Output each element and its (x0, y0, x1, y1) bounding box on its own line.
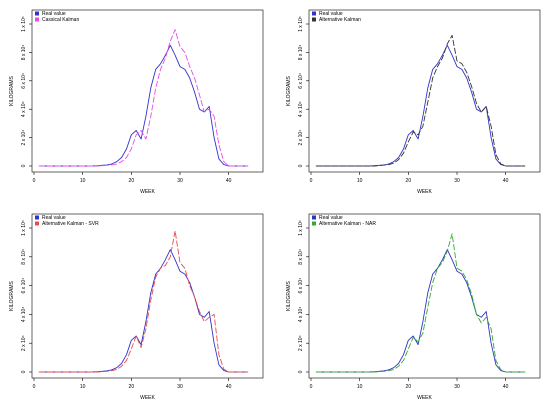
y-tick-label: 6 x 10⁴ (298, 278, 304, 294)
legend-label: Alternative Kalman (319, 17, 361, 23)
series-line-2 (38, 230, 249, 373)
x-tick-label: 30 (454, 384, 460, 390)
x-tick-label: 40 (503, 178, 509, 184)
series-line-2 (38, 29, 249, 167)
legend-swatch (35, 17, 39, 22)
x-tick-label: 0 (310, 178, 313, 184)
x-tick-label: 0 (33, 178, 36, 184)
x-tick-label: 20 (406, 384, 412, 390)
x-tick-label: 40 (226, 384, 232, 390)
plot-frame (31, 9, 264, 173)
x-tick-label: 30 (177, 178, 183, 184)
series-line-1 (315, 44, 526, 167)
y-tick-label: 0 (298, 370, 304, 373)
series-line-1 (38, 44, 249, 167)
legend-swatch (312, 221, 316, 226)
legend-label: Cassical Kalman (42, 17, 79, 23)
legend-swatch (312, 17, 316, 22)
x-tick-label: 20 (129, 178, 135, 184)
x-tick-label: 10 (80, 384, 86, 390)
x-axis-label: WEEK (140, 189, 155, 195)
y-tick-label: 1 x 10⁵ (298, 220, 304, 236)
y-tick-label: 2 x 10⁴ (21, 130, 27, 146)
y-tick-label: 0 (21, 164, 27, 167)
legend-label: Alternative Kalman - SVR (42, 221, 99, 227)
legend-label: Alternative Kalman - NAR (319, 221, 376, 227)
x-tick-label: 0 (33, 384, 36, 390)
x-tick-label: 0 (310, 384, 313, 390)
y-axis-label: KILOGRAMS (9, 75, 15, 105)
y-tick-label: 8 x 10⁴ (21, 45, 27, 61)
y-axis-label: KILOGRAMS (286, 280, 292, 310)
y-tick-label: 8 x 10⁴ (21, 249, 27, 265)
y-tick-label: 0 (298, 164, 304, 167)
x-axis-label: WEEK (417, 395, 432, 401)
x-axis-label: WEEK (140, 395, 155, 401)
plot-frame (308, 213, 541, 379)
legend-swatch (35, 221, 39, 226)
chart-panel-1: 0 10 20 30 40 0 2 x 10⁴ 4 x 10⁴ 6 x 10⁴ 8 x 10⁴ 1 … (9, 9, 264, 195)
y-tick-label: 8 x 10⁴ (298, 45, 304, 61)
series-line-2 (315, 34, 526, 167)
legend-swatch (312, 215, 316, 220)
x-tick-label: 10 (80, 178, 86, 184)
y-tick-label: 2 x 10⁴ (298, 335, 304, 351)
y-tick-label: 0 (21, 370, 27, 373)
y-tick-label: 6 x 10⁴ (21, 73, 27, 89)
y-tick-label: 4 x 10⁴ (21, 101, 27, 117)
y-axis-label: KILOGRAMS (9, 280, 15, 310)
y-tick-label: 6 x 10⁴ (298, 73, 304, 89)
series-line-2 (315, 233, 526, 373)
x-tick-label: 20 (406, 178, 412, 184)
legend-label: Real value (42, 215, 66, 221)
x-tick-label: 10 (357, 178, 363, 184)
y-tick-label: 4 x 10⁴ (21, 307, 27, 323)
plot-frame (31, 213, 264, 379)
y-tick-label: 6 x 10⁴ (21, 278, 27, 294)
x-tick-label: 40 (226, 178, 232, 184)
legend-swatch (35, 11, 39, 16)
y-axis-label: KILOGRAMS (286, 75, 292, 105)
y-tick-label: 4 x 10⁴ (298, 307, 304, 323)
y-tick-label: 2 x 10⁴ (298, 130, 304, 146)
series-line-1 (38, 249, 249, 373)
legend-label: Real value (319, 215, 343, 221)
y-tick-label: 1 x 10⁵ (21, 16, 27, 32)
legend-label: Real value (42, 11, 66, 17)
chart-panel-3: 0 10 20 30 40 0 2 x 10⁴ 4 x 10⁴ 6 x 10⁴ 8 x 10⁴ 1 … (9, 213, 264, 401)
y-tick-label: 2 x 10⁴ (21, 335, 27, 351)
plot-frame (308, 9, 541, 173)
series-line-1 (315, 249, 526, 373)
legend-label: Real value (319, 11, 343, 17)
legend-swatch (35, 215, 39, 220)
x-tick-label: 30 (177, 384, 183, 390)
chart-panel-4: 0 10 20 30 40 0 2 x 10⁴ 4 x 10⁴ 6 x 10⁴ 8 x 10⁴ 1 … (286, 213, 541, 401)
x-tick-label: 20 (129, 384, 135, 390)
y-tick-label: 8 x 10⁴ (298, 249, 304, 265)
x-axis-label: WEEK (417, 189, 432, 195)
y-tick-label: 1 x 10⁵ (21, 220, 27, 236)
y-tick-label: 4 x 10⁴ (298, 101, 304, 117)
legend-swatch (312, 11, 316, 16)
x-tick-label: 30 (454, 178, 460, 184)
y-tick-label: 1 x 10⁵ (298, 16, 304, 32)
x-tick-label: 10 (357, 384, 363, 390)
x-tick-label: 40 (503, 384, 509, 390)
chart-panel-2: 0 10 20 30 40 0 2 x 10⁴ 4 x 10⁴ 6 x 10⁴ 8 x 10⁴ 1 … (286, 9, 541, 195)
